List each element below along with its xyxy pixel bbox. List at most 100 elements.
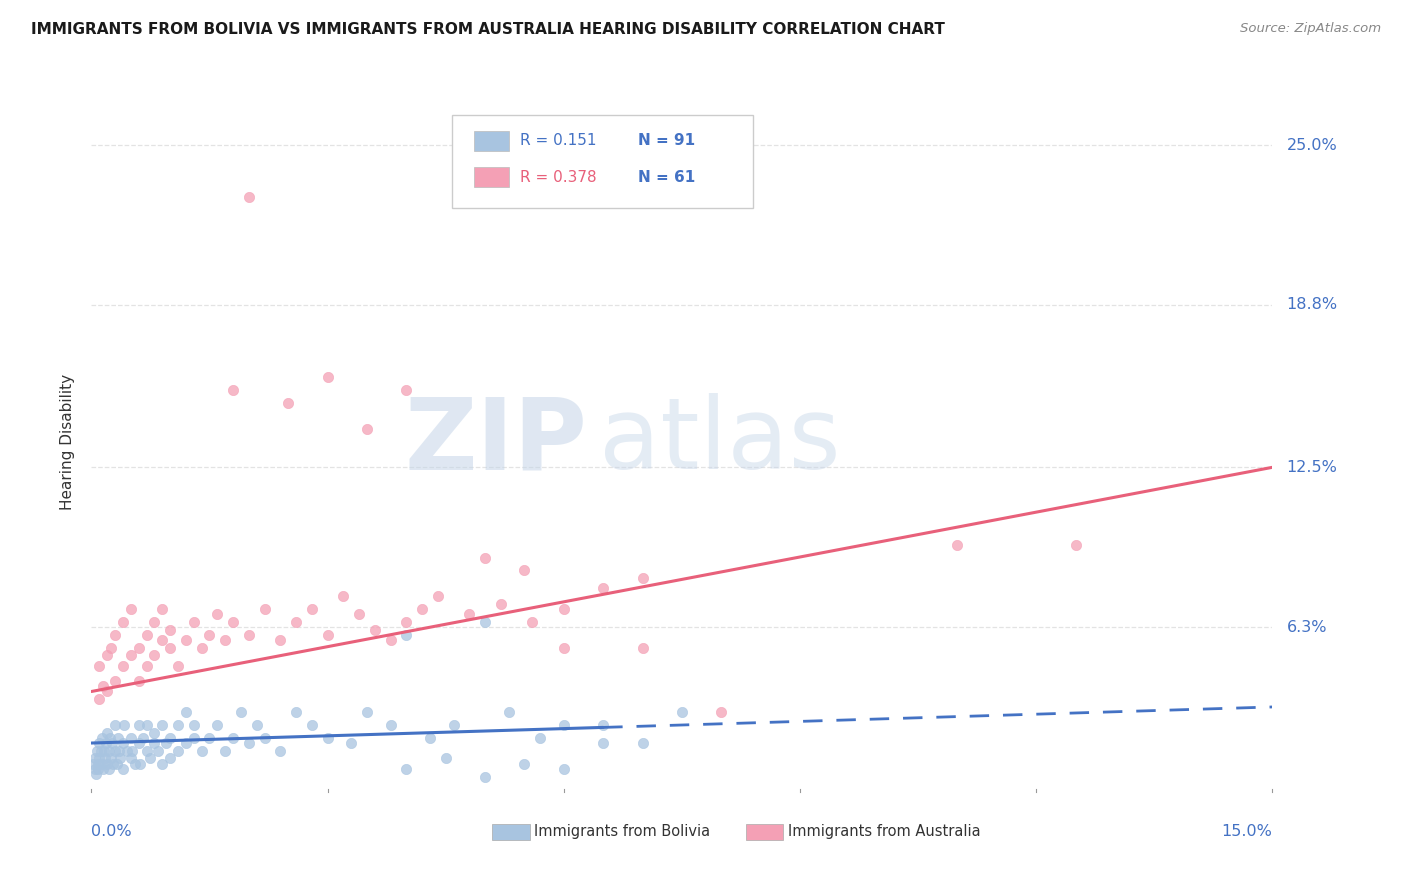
Point xyxy=(426,589,449,603)
Text: 12.5%: 12.5% xyxy=(1286,459,1337,475)
Point xyxy=(489,597,512,611)
Point xyxy=(553,640,575,655)
Text: 15.0%: 15.0% xyxy=(1222,824,1272,839)
Point xyxy=(198,731,221,745)
Point xyxy=(108,751,131,765)
Point xyxy=(91,731,114,745)
Point xyxy=(83,762,105,776)
Point xyxy=(222,383,245,397)
Point xyxy=(139,751,162,765)
Point xyxy=(84,767,107,781)
FancyBboxPatch shape xyxy=(474,168,509,187)
Point xyxy=(135,628,157,642)
Point xyxy=(207,607,229,622)
Point xyxy=(553,762,575,776)
Point xyxy=(128,674,150,689)
Point xyxy=(129,756,152,771)
Point xyxy=(104,744,127,758)
Point xyxy=(104,628,127,642)
Point xyxy=(946,538,969,552)
Point xyxy=(120,648,142,663)
Point xyxy=(229,705,252,719)
Text: R = 0.151: R = 0.151 xyxy=(520,134,596,148)
Point xyxy=(96,756,118,771)
Point xyxy=(347,607,370,622)
Point xyxy=(167,744,190,758)
Point xyxy=(131,731,153,745)
Point xyxy=(364,623,387,637)
Point xyxy=(148,744,170,758)
Point xyxy=(111,736,134,750)
Point xyxy=(103,756,125,771)
Point xyxy=(592,718,614,732)
Point xyxy=(159,640,181,655)
Point xyxy=(155,736,177,750)
Point xyxy=(143,725,166,739)
Point xyxy=(316,628,339,642)
Point xyxy=(246,718,269,732)
Point xyxy=(474,550,496,565)
Point xyxy=(174,705,197,719)
Point xyxy=(104,674,127,689)
Y-axis label: Hearing Disability: Hearing Disability xyxy=(60,374,76,509)
Point xyxy=(434,751,457,765)
Point xyxy=(90,744,112,758)
Point xyxy=(395,762,418,776)
Point xyxy=(120,731,142,745)
Point xyxy=(458,607,481,622)
Point xyxy=(87,762,110,776)
Point xyxy=(207,718,229,732)
Point xyxy=(100,640,122,655)
Point xyxy=(108,744,131,758)
Text: 18.8%: 18.8% xyxy=(1286,297,1337,312)
Text: atlas: atlas xyxy=(599,393,841,490)
Point xyxy=(104,718,127,732)
Point xyxy=(91,679,114,693)
Point xyxy=(89,658,111,673)
Text: ZIP: ZIP xyxy=(405,393,588,490)
Point xyxy=(238,736,260,750)
Text: R = 0.378: R = 0.378 xyxy=(520,169,596,185)
Point xyxy=(84,751,107,765)
Point xyxy=(97,744,120,758)
Point xyxy=(474,770,496,784)
FancyBboxPatch shape xyxy=(745,823,783,840)
Point xyxy=(94,736,117,750)
Text: 0.0%: 0.0% xyxy=(91,824,132,839)
Point xyxy=(101,736,124,750)
Point xyxy=(150,718,173,732)
Point xyxy=(150,756,173,771)
Point xyxy=(1064,538,1087,552)
Point xyxy=(631,736,654,750)
Point xyxy=(513,756,536,771)
Point xyxy=(190,640,212,655)
Point xyxy=(380,632,402,647)
Point xyxy=(89,751,111,765)
Point xyxy=(316,731,339,745)
Text: N = 61: N = 61 xyxy=(638,169,696,185)
Point xyxy=(135,658,157,673)
Point xyxy=(98,762,121,776)
Point xyxy=(183,731,205,745)
Point xyxy=(522,615,544,629)
Point xyxy=(143,615,166,629)
Point xyxy=(159,623,181,637)
Point xyxy=(89,692,111,706)
Point xyxy=(159,731,181,745)
Point xyxy=(96,684,118,698)
Point xyxy=(174,632,197,647)
Point xyxy=(89,736,111,750)
Point xyxy=(183,718,205,732)
Point xyxy=(529,731,551,745)
Point xyxy=(631,571,654,585)
Point xyxy=(111,658,134,673)
Text: Source: ZipAtlas.com: Source: ZipAtlas.com xyxy=(1240,22,1381,36)
Point xyxy=(135,718,157,732)
Point xyxy=(98,731,121,745)
Text: 6.3%: 6.3% xyxy=(1286,620,1327,634)
Point xyxy=(301,718,323,732)
Point xyxy=(332,589,354,603)
Point xyxy=(128,736,150,750)
Point xyxy=(183,615,205,629)
Point xyxy=(710,705,733,719)
